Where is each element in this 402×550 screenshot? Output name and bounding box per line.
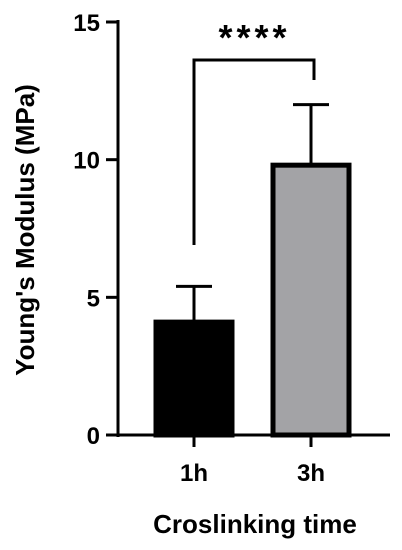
y-tick-label: 15 bbox=[73, 10, 100, 37]
x-tick-label: 1h bbox=[180, 460, 208, 487]
y-tick-label: 10 bbox=[73, 148, 100, 175]
significance-label: **** bbox=[218, 17, 290, 58]
x-tick-label: 3h bbox=[297, 460, 325, 487]
y-axis-title: Young's Modulus (MPa) bbox=[10, 84, 40, 376]
y-tick-label: 0 bbox=[87, 423, 100, 450]
x-axis-title: Croslinking time bbox=[153, 509, 357, 539]
significance-bracket bbox=[192, 58, 316, 245]
bar bbox=[153, 319, 235, 438]
bar bbox=[270, 162, 352, 438]
y-tick-label: 5 bbox=[87, 285, 100, 312]
